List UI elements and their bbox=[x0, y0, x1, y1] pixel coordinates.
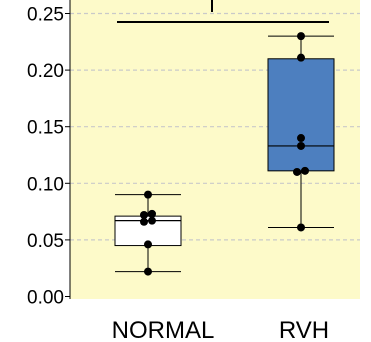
x-category-label: RVH bbox=[279, 317, 329, 342]
y-tick-label: 0.10 bbox=[27, 174, 64, 195]
box-series bbox=[114, 32, 335, 276]
x-axis-labels: NORMAL RVH bbox=[112, 317, 329, 342]
data-point bbox=[144, 267, 152, 276]
x-category-label: NORMAL bbox=[112, 317, 215, 342]
y-tick-label: 0.00 bbox=[27, 288, 64, 309]
y-tick-label: 0.25 bbox=[27, 5, 64, 26]
data-point bbox=[144, 190, 152, 199]
box-group bbox=[114, 190, 182, 276]
data-point bbox=[301, 166, 309, 175]
data-point bbox=[297, 32, 305, 41]
y-tick-label: 0.05 bbox=[27, 231, 64, 252]
data-point bbox=[297, 223, 305, 232]
data-point bbox=[297, 141, 305, 150]
data-point bbox=[140, 217, 148, 226]
data-point bbox=[293, 167, 301, 176]
data-point bbox=[140, 210, 148, 219]
data-point bbox=[297, 53, 305, 62]
y-tick-label: 0.15 bbox=[27, 118, 64, 139]
significance-bracket bbox=[117, 0, 329, 23]
data-point bbox=[144, 240, 152, 249]
data-point bbox=[148, 209, 156, 218]
data-point bbox=[297, 134, 305, 143]
y-axis: 0.00 0.05 0.10 0.15 0.20 0.25 bbox=[27, 0, 71, 309]
y-tick-label: 0.20 bbox=[27, 61, 64, 82]
box bbox=[267, 58, 335, 172]
data-point bbox=[148, 216, 156, 225]
box-group bbox=[267, 32, 335, 232]
